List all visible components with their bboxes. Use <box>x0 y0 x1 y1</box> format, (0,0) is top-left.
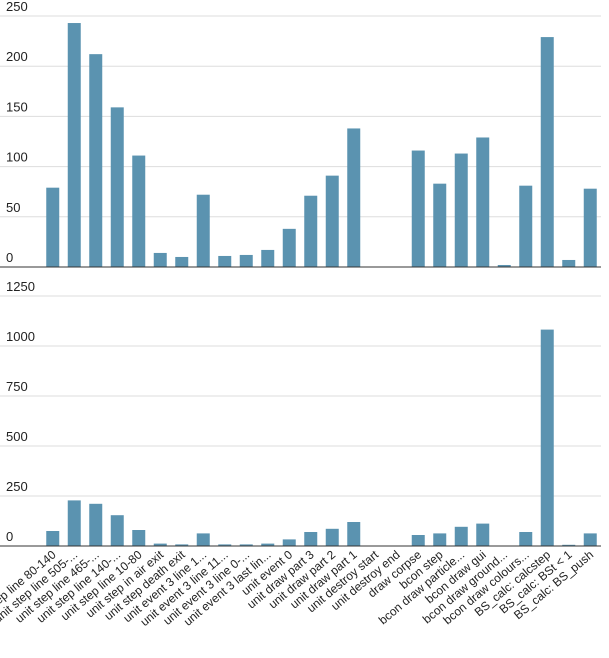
bottom-bar <box>239 544 253 546</box>
bottom-bar <box>196 533 210 546</box>
top-bar <box>562 259 576 267</box>
bottom-y-tick-label: 1000 <box>6 329 35 344</box>
bottom-bar <box>347 522 361 546</box>
top-bar <box>583 188 597 267</box>
bottom-bar <box>476 523 490 546</box>
bottom-bar <box>89 503 103 546</box>
top-y-tick-label: 200 <box>6 49 28 64</box>
top-bar <box>175 256 189 267</box>
top-bar <box>153 252 167 267</box>
top-bar <box>218 255 232 267</box>
bottom-bar <box>411 535 425 546</box>
top-bar <box>261 249 275 267</box>
top-bar <box>476 137 490 267</box>
bottom-bar <box>153 543 167 546</box>
bottom-y-tick-label: 750 <box>6 379 28 394</box>
top-y-tick-label: 150 <box>6 99 28 114</box>
top-bar <box>347 128 361 267</box>
top-y-tick-label: 50 <box>6 200 20 215</box>
bottom-bar <box>304 532 318 546</box>
bottom-bar <box>433 533 447 546</box>
bottom-bar <box>519 532 533 546</box>
top-bar <box>110 107 124 267</box>
top-bar <box>304 195 318 267</box>
top-chart-panel: 0 50 100 150 200 250 <box>0 0 601 268</box>
top-bar <box>132 155 146 267</box>
bottom-bar <box>562 544 576 546</box>
top-bar <box>282 228 296 267</box>
bottom-y-tick-label: 250 <box>6 479 28 494</box>
bottom-bar <box>110 515 124 546</box>
top-bar <box>196 194 210 267</box>
bottom-bar <box>454 526 468 546</box>
top-y-tick-label: 0 <box>6 250 13 265</box>
top-bar <box>540 37 554 267</box>
top-bar <box>497 264 511 267</box>
bottom-bar <box>175 544 189 546</box>
top-y-tick-label: 250 <box>6 0 28 14</box>
bottom-bar <box>67 500 81 546</box>
bottom-bar <box>540 329 554 546</box>
top-bar <box>89 54 103 268</box>
top-bar <box>411 150 425 267</box>
top-bar <box>519 185 533 267</box>
top-bar <box>239 254 253 267</box>
bottom-y-tick-label: 1250 <box>6 279 35 294</box>
bottom-bar <box>583 533 597 546</box>
top-bar <box>67 23 81 268</box>
bottom-bar <box>46 531 60 546</box>
top-bar <box>46 187 60 267</box>
bottom-y-tick-label: 0 <box>6 529 13 544</box>
bottom-y-tick-label: 500 <box>6 429 28 444</box>
bottom-bar <box>282 539 296 546</box>
top-bar <box>325 175 339 267</box>
bottom-bar <box>132 530 146 546</box>
bottom-chart-panel: 0 250 500 750 1000 1250 <box>0 279 601 547</box>
top-bar <box>433 183 447 267</box>
bottom-bar <box>261 543 275 546</box>
bottom-bar <box>325 528 339 546</box>
top-y-tick-label: 100 <box>6 150 28 165</box>
bottom-bar <box>218 544 232 546</box>
top-bar <box>454 153 468 267</box>
